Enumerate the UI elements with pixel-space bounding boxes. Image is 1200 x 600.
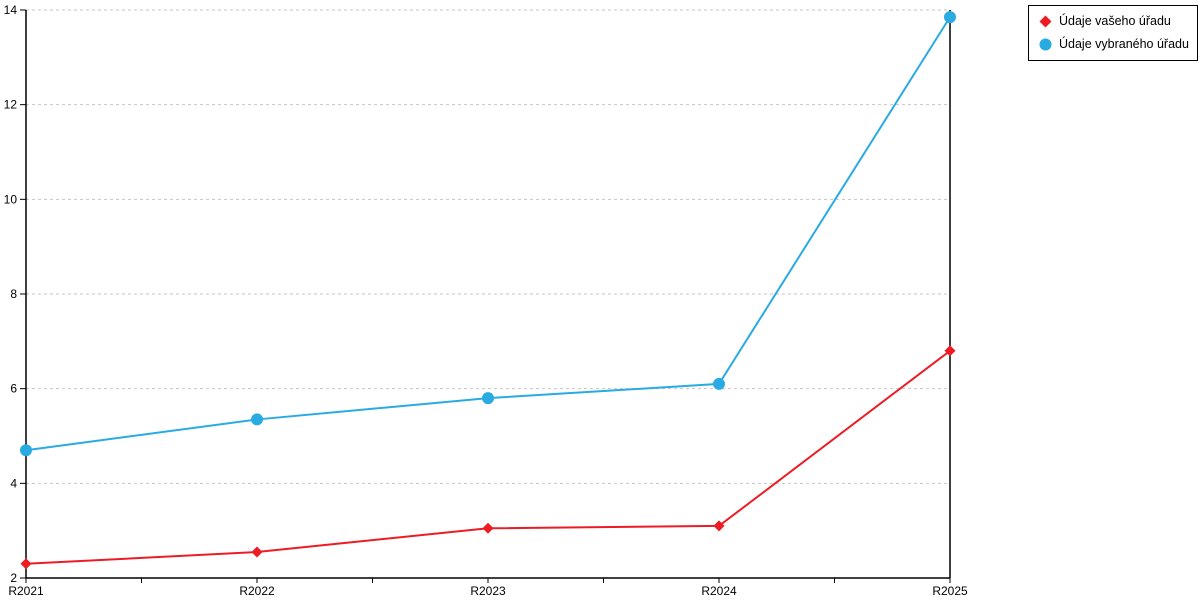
data-point-marker[interactable] <box>20 444 32 457</box>
x-tick-label: R2025 <box>932 584 968 598</box>
y-tick-label: 4 <box>10 476 17 490</box>
legend-item-your-office[interactable]: Údaje vašeho úřadu <box>1039 15 1187 28</box>
data-point-marker[interactable] <box>482 392 494 405</box>
series-line-circle <box>25 16 951 452</box>
data-point-marker[interactable] <box>251 546 263 558</box>
y-tick-label: 10 <box>4 192 18 206</box>
y-tick-label: 8 <box>10 287 17 301</box>
legend: Údaje vašeho úřadu Údaje vybraného úřadu <box>1028 5 1198 61</box>
x-tick-label: R2021 <box>8 584 44 598</box>
data-point-marker[interactable] <box>944 345 956 357</box>
y-tick-label: 2 <box>10 571 17 585</box>
legend-label-your-office: Údaje vašeho úřadu <box>1059 14 1171 29</box>
circle-marker-icon <box>1039 38 1052 51</box>
diamond-marker-icon <box>1039 15 1052 28</box>
data-point-marker[interactable] <box>713 377 725 390</box>
data-point-marker[interactable] <box>944 11 956 24</box>
data-point-marker[interactable] <box>482 522 494 534</box>
data-point-marker[interactable] <box>713 520 725 532</box>
x-tick-label: R2022 <box>239 584 275 598</box>
data-point-marker[interactable] <box>20 558 32 570</box>
y-tick-label: 12 <box>4 98 18 112</box>
x-tick-label: R2024 <box>701 584 737 598</box>
legend-label-selected-office: Údaje vybraného úřadu <box>1059 37 1189 52</box>
x-tick-label: R2023 <box>470 584 506 598</box>
y-tick-label: 6 <box>10 382 17 396</box>
data-point-marker[interactable] <box>251 413 263 426</box>
y-tick-label: 14 <box>4 3 18 17</box>
legend-item-selected-office[interactable]: Údaje vybraného úřadu <box>1039 37 1189 52</box>
